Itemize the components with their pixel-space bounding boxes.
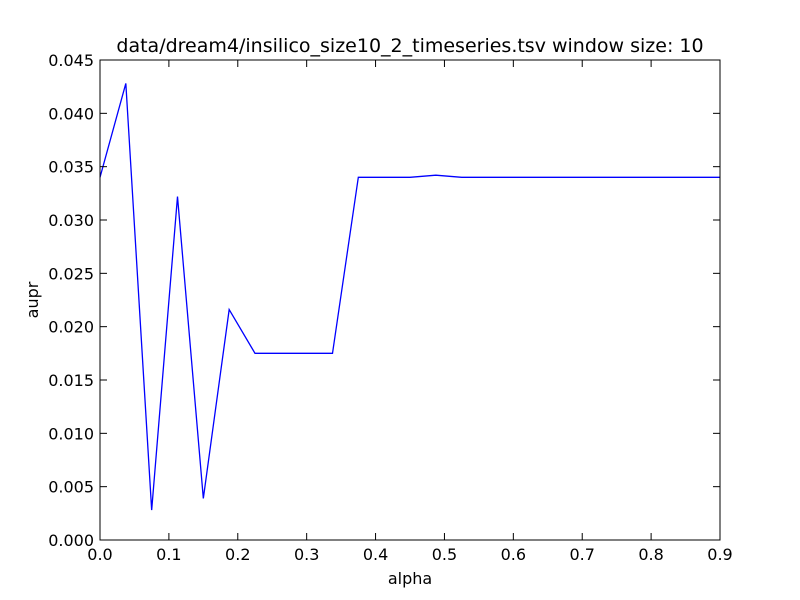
- y-tick-label: 0.005: [48, 478, 94, 497]
- x-tick-label: 0.7: [569, 545, 594, 564]
- x-tick-label: 0.6: [501, 545, 526, 564]
- y-tick-label: 0.000: [48, 531, 94, 550]
- y-tick-label: 0.045: [48, 51, 94, 70]
- y-tick-label: 0.030: [48, 211, 94, 230]
- y-tick-label: 0.015: [48, 371, 94, 390]
- plot-area: 0.0 0.1 0.2 0.3 0.4 0.5 0.6 0.7 0.8 0.9 0.000 0.005…: [48, 51, 733, 564]
- x-tick-label: 0.3: [294, 545, 319, 564]
- y-tick-label: 0.020: [48, 318, 94, 337]
- x-tick-label: 0.8: [638, 545, 663, 564]
- x-tick-label: 0.0: [87, 545, 112, 564]
- x-tick-label: 0.9: [707, 545, 732, 564]
- plot-frame: [99, 59, 721, 541]
- x-tick-label: 0.2: [225, 545, 250, 564]
- y-axis-label: aupr: [23, 281, 42, 318]
- x-tick-label: 0.4: [363, 545, 388, 564]
- series-line-0: [99, 83, 720, 511]
- x-tick-label: 0.5: [432, 545, 457, 564]
- y-tick-label: 0.040: [48, 104, 94, 123]
- y-tick-label: 0.025: [48, 264, 94, 283]
- y-tick-label: 0.035: [48, 158, 94, 177]
- y-tick-label: 0.010: [48, 424, 94, 443]
- x-tick-label: 0.1: [156, 545, 181, 564]
- chart-title: data/dream4/insilico_size10_2_timeseries…: [116, 35, 703, 57]
- x-axis-label: alpha: [388, 569, 432, 588]
